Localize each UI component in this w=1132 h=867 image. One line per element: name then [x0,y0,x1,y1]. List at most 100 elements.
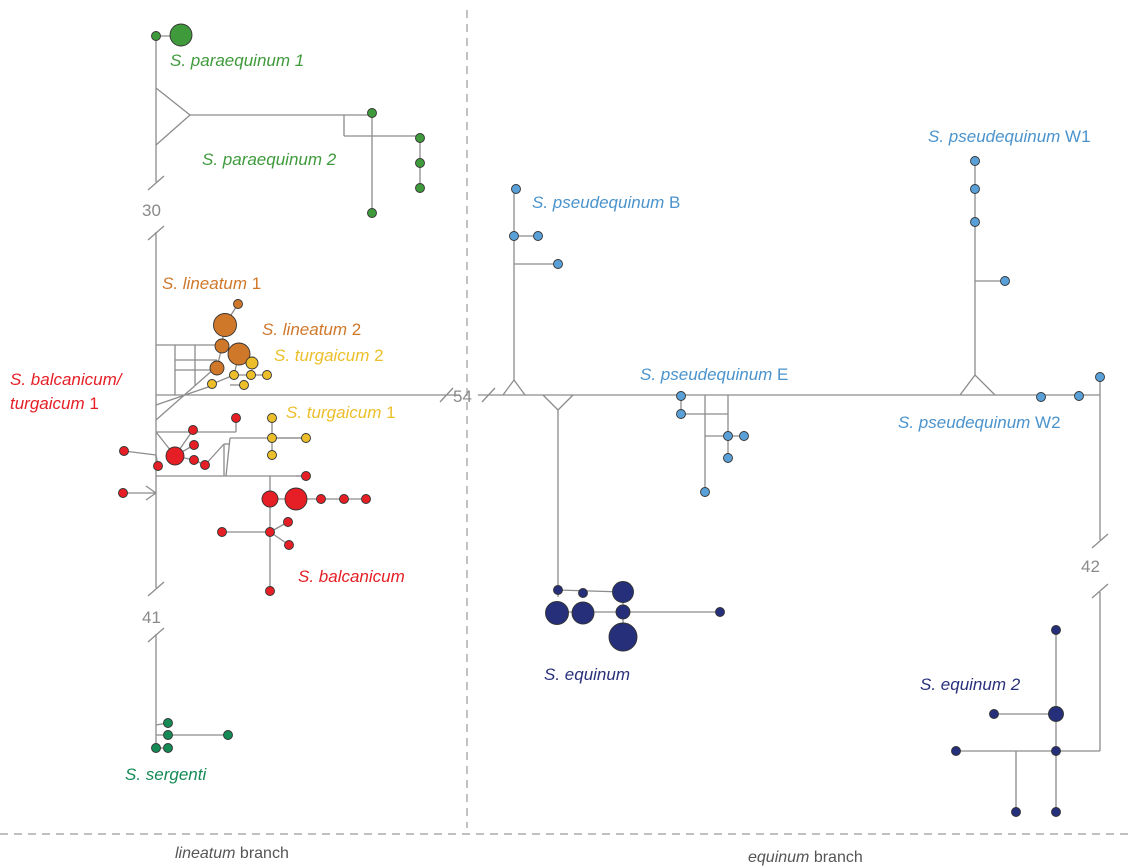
label-pseudequinum-b: S. pseudequinum B [532,193,680,212]
node-equinum-e [571,601,595,625]
node-equinum2-d [951,746,961,756]
node-equinum-a [553,585,563,595]
node-pseudequinumE-a [676,391,686,401]
node-balcanicum-q [217,527,227,537]
node-equinum2-b [989,709,999,719]
node-turgaicum2-a [245,356,259,370]
equinum-branch-label: equinum branch [748,849,863,866]
node-lineatum1-a [233,299,243,309]
node-balcanicum-h [153,461,163,471]
haplotype-nodes [118,23,1105,817]
node-balcanicum-d [119,446,129,456]
label-pseudequinum-e: S. pseudequinum E [640,365,788,384]
node-equinum2-g [1051,807,1061,817]
node-lineatum2-a [213,313,237,337]
label-pseudequinum-w1: S. pseudequinum W1 [928,127,1091,146]
break-number-54: 54 [453,387,472,406]
node-paraequinum1-b [169,23,193,47]
node-balcanicum-l [284,487,308,511]
node-balcanicum-g [200,460,210,470]
break-number-41: 41 [142,608,161,627]
node-turgaicum2-e [207,379,217,389]
node-equinum2-f [1011,807,1021,817]
break-number-42: 42 [1081,557,1100,576]
break-marks [147,175,1109,643]
node-pseudequinumB-d [553,259,563,269]
node-paraequinum2-c [415,158,425,168]
node-balcanicum-o [361,494,371,504]
branch-labels: lineatum branch equinum branch [175,845,863,866]
node-balcanicum-i [301,471,311,481]
label-balcanicum-turgaicum-line2: turgaicum 1 [10,394,99,413]
node-paraequinum1-a [151,31,161,41]
node-equinum-c [612,581,634,603]
node-equinum-h [608,622,638,652]
node-pseudequinumE-f [700,487,710,497]
branch-separators [0,10,1132,835]
break-number-30: 30 [142,201,161,220]
label-equinum-2: S. equinum 2 [920,675,1021,694]
node-balcanicum-n [339,494,349,504]
label-balcanicum-turgaicum-line1: S. balcanicum/ [10,370,124,389]
node-equinum-b [578,588,588,598]
node-balcanicum-f [189,455,199,465]
node-balcanicum-m [316,494,326,504]
label-paraequinum-2: S. paraequinum 2 [202,150,337,169]
node-pseudequinumE-d [739,431,749,441]
node-lineatum2-b [214,338,230,354]
node-turgaicum2-d [262,370,272,380]
node-balcanicum-p [283,517,293,527]
node-balcanicum-j [118,488,128,498]
node-sergenti-c [223,730,233,740]
label-balcanicum: S. balcanicum [298,567,405,586]
node-balcanicum-t [265,586,275,596]
node-equinum-f [615,604,631,620]
node-pseudequinumB-b [509,231,519,241]
label-sergenti: S. sergenti [125,765,207,784]
node-balcanicum-s [284,540,294,550]
node-pseudequinumE-b [676,409,686,419]
node-lineatum2-c [227,342,251,366]
node-balcanicum-b [188,425,198,435]
node-turgaicum1-a [267,413,277,423]
node-pseudequinumE-e [723,453,733,463]
node-sergenti-a [163,718,173,728]
label-turgaicum-1: S. turgaicum 1 [286,403,396,422]
node-pseudequinumW2-a [1036,392,1046,402]
node-pseudequinumB-c [533,231,543,241]
node-pseudequinumE-c [723,431,733,441]
break-numbers: 30 41 54 42 [142,201,1100,627]
node-paraequinum2-b [415,133,425,143]
node-sergenti-d [151,743,161,753]
node-pseudequinumW1-c [970,217,980,227]
node-paraequinum2-d [415,183,425,193]
node-equinum2-a [1051,625,1061,635]
label-paraequinum-1: S. paraequinum 1 [170,51,304,70]
node-turgaicum2-c [246,370,256,380]
node-balcanicum-k [261,490,279,508]
node-paraequinum2-a [367,108,377,118]
node-balcanicum-e [165,446,185,466]
node-turgaicum1-d [267,450,277,460]
node-pseudequinumW1-a [970,156,980,166]
node-turgaicum2-b [229,370,239,380]
node-sergenti-b [163,730,173,740]
node-turgaicum1-c [301,433,311,443]
node-pseudequinumW2-b [1074,391,1084,401]
node-turgaicum1-b [267,433,277,443]
lineatum-branch-label: lineatum branch [175,845,289,862]
node-paraequinum2-e [367,208,377,218]
label-equinum: S. equinum [544,665,630,684]
node-equinum-g [715,607,725,617]
node-pseudequinumB-a [511,184,521,194]
node-pseudequinumW1-b [970,184,980,194]
node-lineatum-d [209,360,225,376]
label-lineatum-1: S. lineatum 1 [162,274,261,293]
node-pseudequinumW1-d [1000,276,1010,286]
node-sergenti-e [163,743,173,753]
node-pseudequinumW2-c [1095,372,1105,382]
label-turgaicum-2: S. turgaicum 2 [274,346,384,365]
node-balcanicum-r [265,527,275,537]
node-turgaicum2-f [239,380,249,390]
